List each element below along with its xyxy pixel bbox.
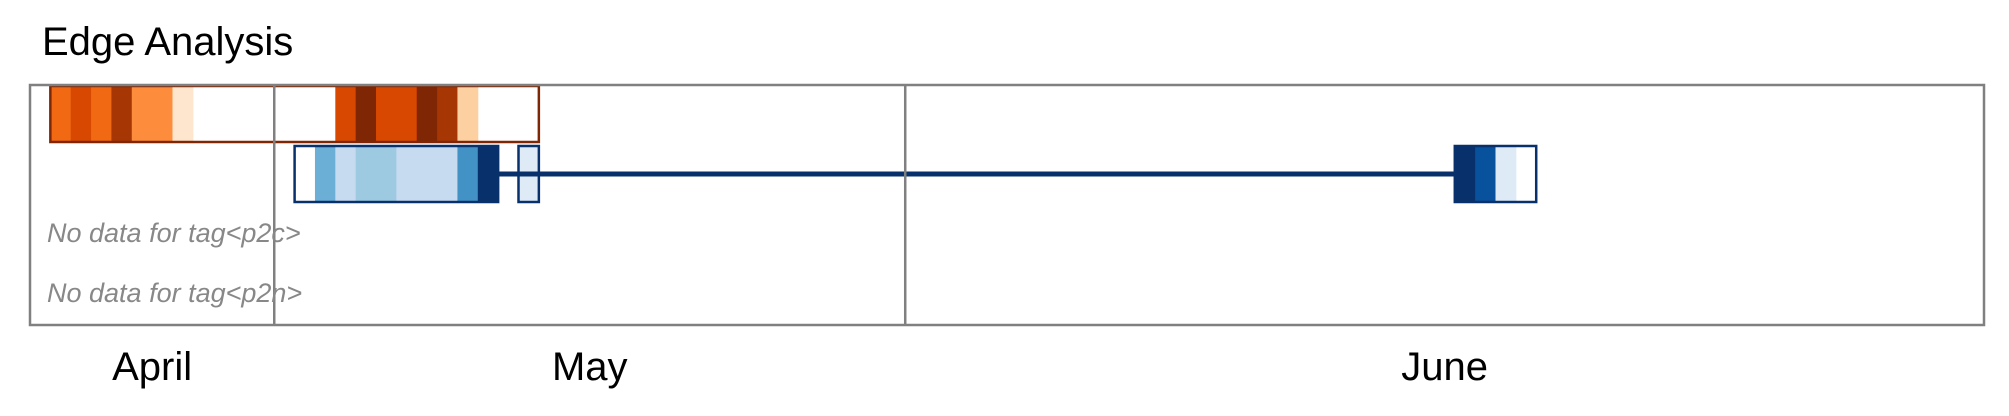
chart-title: Edge Analysis (42, 20, 294, 64)
heat-cell-row1-9 (376, 86, 397, 142)
heat-cell-row2-5 (416, 146, 438, 202)
heat-cell-row1-10 (396, 86, 418, 142)
heat-cell-row1-11 (416, 86, 438, 142)
range-outline-row2-1 (517, 144, 541, 204)
heat-cell-row1-2 (91, 86, 112, 142)
heat-cell-row1-7 (335, 86, 357, 142)
heat-cell-row2-2 (355, 146, 377, 202)
heat-cell-row2-11 (1475, 146, 1496, 202)
plot-border (28, 83, 1986, 327)
heat-cell-row1-5 (152, 86, 173, 142)
heat-cell-row1-12 (437, 86, 458, 142)
no-data-label-p2n: No data for tag<p2n> (47, 278, 302, 308)
heat-cell-row1-13 (457, 86, 479, 142)
month-label-june: June (1401, 345, 1488, 389)
plot-frame (28, 83, 1986, 327)
range-outline-row2-0 (293, 144, 500, 204)
range-outline-row2-2 (1453, 144, 1538, 204)
heat-cell-row2-1 (335, 146, 357, 202)
heat-cell-row1-0 (50, 86, 72, 142)
heat-cell-row1-3 (111, 86, 133, 142)
heat-cell-row2-12 (1495, 146, 1517, 202)
heat-cell-row2-8 (477, 146, 499, 202)
heat-cell-row2-4 (396, 146, 418, 202)
heat-cell-row2-3 (376, 146, 397, 202)
heat-cell-row1-4 (131, 86, 153, 142)
no-data-label-p2c: No data for tag<p2c> (47, 218, 301, 248)
heat-cell-row2-7 (457, 146, 479, 202)
month-label-may: May (552, 345, 628, 389)
heat-cell-row1-8 (355, 86, 377, 142)
heat-cell-row2-10 (1454, 146, 1476, 202)
month-label-april: April (112, 345, 192, 389)
heat-cell-row2-0 (314, 146, 336, 202)
month-labels: April May June (112, 345, 1488, 389)
heat-cell-row1-6 (172, 86, 194, 142)
heat-cell-row2-6 (437, 146, 458, 202)
heat-cells (50, 86, 1537, 202)
heat-cell-row1-1 (70, 86, 92, 142)
